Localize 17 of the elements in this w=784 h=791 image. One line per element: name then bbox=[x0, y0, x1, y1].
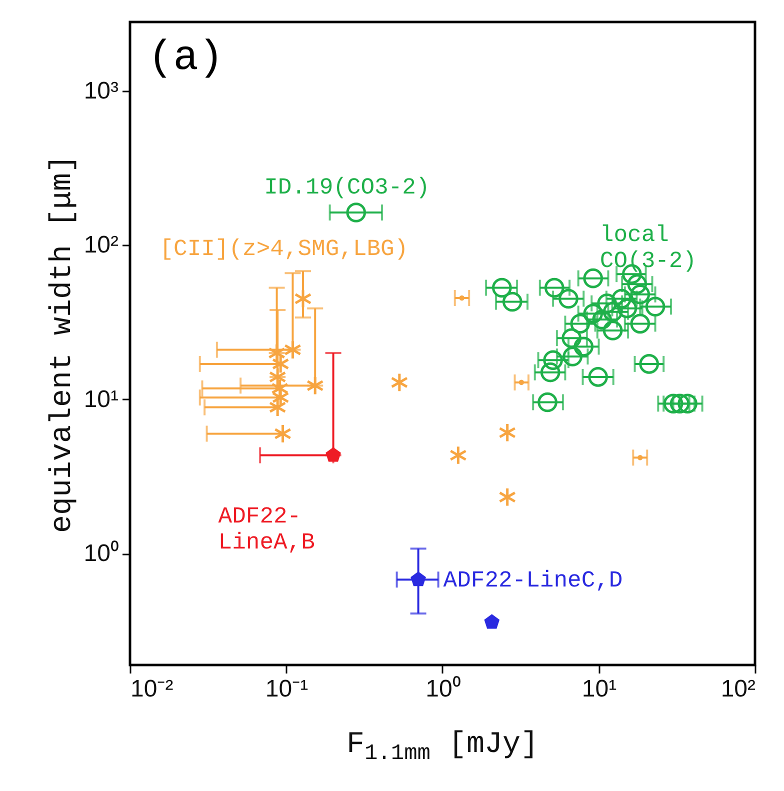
y-tick-label: 10³ bbox=[84, 77, 119, 104]
x-tick-label: 10⁻¹ bbox=[265, 676, 308, 702]
x-tick-label: 10⁻² bbox=[130, 676, 174, 702]
x-tick-label: 10¹ bbox=[582, 676, 617, 702]
annotation: (a) bbox=[148, 34, 224, 82]
series-label: [CII](z>4,SMG,LBG) bbox=[160, 236, 408, 262]
series-label: ADF22- LineA,B bbox=[218, 503, 315, 556]
y-axis-title: equivalent width [μm] bbox=[46, 154, 80, 534]
x-tick-label: 10⁰ bbox=[426, 676, 460, 702]
series-label: local CO(3-2) bbox=[600, 222, 697, 274]
x-tick-label: 10² bbox=[720, 676, 756, 702]
series-label: ID.19(CO3-2) bbox=[264, 174, 430, 200]
y-tick-label: 10¹ bbox=[84, 386, 119, 413]
y-tick-label: 10⁰ bbox=[84, 540, 118, 568]
x-axis-title: F$_{1.1mm}$ [mJy] bbox=[345, 728, 540, 766]
y-tick-label: 10² bbox=[84, 232, 119, 259]
series-label: ADF22-LineC,D bbox=[443, 568, 623, 594]
